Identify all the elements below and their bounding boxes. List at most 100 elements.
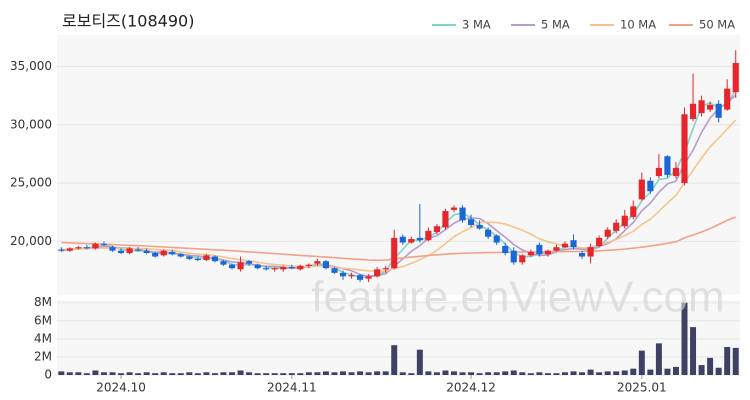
volume-bar bbox=[476, 373, 483, 375]
volume-bar bbox=[399, 372, 406, 375]
candle-body bbox=[211, 256, 219, 262]
volume-bar bbox=[109, 372, 116, 375]
candle-body bbox=[527, 251, 534, 256]
volume-bar bbox=[83, 373, 90, 375]
x-tick-label: 2024.12 bbox=[446, 381, 496, 395]
volume-bar bbox=[365, 372, 372, 375]
y-tick-label: 25,000 bbox=[10, 176, 52, 190]
candle-body bbox=[305, 264, 312, 266]
candle-body bbox=[425, 230, 432, 241]
volume-bar bbox=[510, 370, 517, 375]
candle-body bbox=[724, 88, 731, 110]
candle-body bbox=[493, 235, 500, 243]
candle-body bbox=[707, 104, 714, 110]
volume-bar bbox=[536, 372, 543, 375]
volume-bar bbox=[672, 366, 679, 375]
candle-body bbox=[442, 211, 449, 228]
volume-bar bbox=[724, 346, 731, 375]
candle-body bbox=[467, 219, 475, 226]
volume-bar bbox=[66, 372, 73, 375]
volume-tick-label: 2M bbox=[34, 349, 52, 363]
volume-bar bbox=[690, 327, 697, 375]
volume-bar bbox=[203, 372, 210, 375]
candle-body bbox=[339, 272, 347, 277]
volume-bar bbox=[647, 369, 654, 375]
candle-body bbox=[237, 262, 244, 270]
volume-bar bbox=[263, 373, 270, 375]
candle-body bbox=[135, 249, 142, 251]
volume-bar bbox=[237, 370, 244, 375]
volume-bar bbox=[297, 373, 304, 375]
candle-body bbox=[450, 207, 458, 210]
volume-bar bbox=[587, 369, 594, 375]
candle-body bbox=[715, 103, 722, 118]
volume-bar bbox=[348, 372, 355, 375]
volume-bar bbox=[715, 367, 722, 375]
candle-body bbox=[476, 225, 483, 229]
x-tick-label: 2024.11 bbox=[267, 381, 317, 395]
x-tick-label: 2024.10 bbox=[96, 381, 146, 395]
volume-bar bbox=[288, 373, 295, 375]
volume-bar bbox=[416, 349, 423, 375]
volume-bar bbox=[194, 373, 201, 375]
y-tick-label: 35,000 bbox=[10, 59, 52, 73]
volume-bar bbox=[408, 373, 415, 375]
volume-bar bbox=[732, 347, 739, 375]
volume-bar bbox=[425, 371, 432, 375]
y-tick-label: 20,000 bbox=[10, 234, 52, 248]
volume-bar bbox=[391, 345, 398, 375]
candle-body bbox=[681, 114, 688, 184]
volume-bar bbox=[544, 373, 551, 375]
chart-title: 로보티즈(108490) bbox=[62, 12, 194, 31]
candle-body bbox=[578, 253, 586, 257]
candle-body bbox=[596, 237, 603, 247]
legend-label: 50 MA bbox=[699, 18, 735, 32]
candle-body bbox=[246, 261, 253, 264]
volume-bar bbox=[314, 372, 321, 375]
candle-body bbox=[502, 246, 509, 254]
candle-body bbox=[382, 268, 389, 270]
y-tick-label: 30,000 bbox=[10, 117, 52, 131]
candle-body bbox=[357, 275, 364, 280]
volume-bar bbox=[451, 371, 457, 375]
candle-body bbox=[75, 247, 82, 249]
legend-label: 10 MA bbox=[620, 18, 656, 32]
candle-body bbox=[433, 226, 440, 233]
volume-bar bbox=[433, 372, 440, 375]
candle-body bbox=[83, 247, 90, 249]
marks bbox=[58, 50, 739, 375]
volume-bar bbox=[100, 372, 107, 375]
candle-body bbox=[485, 229, 492, 237]
volume-bar bbox=[604, 371, 611, 375]
volume-bar bbox=[374, 371, 381, 375]
volume-bar bbox=[169, 373, 176, 375]
legend-label: 5 MA bbox=[541, 18, 570, 32]
candle-body bbox=[297, 265, 304, 270]
candle-body bbox=[698, 100, 705, 114]
volume-bar bbox=[527, 373, 534, 375]
candle-body bbox=[288, 267, 295, 269]
candle-body bbox=[408, 239, 415, 243]
volume-bar bbox=[459, 372, 466, 375]
candle-body bbox=[519, 255, 526, 263]
candle-body bbox=[416, 237, 423, 241]
candle-body bbox=[664, 156, 671, 175]
volume-bar bbox=[75, 372, 82, 375]
candle-body bbox=[160, 250, 167, 256]
ma-line bbox=[61, 216, 737, 262]
volume-bar bbox=[613, 371, 620, 375]
volume-bar bbox=[229, 372, 236, 375]
volume-bar bbox=[340, 371, 346, 375]
volume-bar bbox=[126, 372, 133, 375]
volume-bar bbox=[322, 371, 329, 375]
candle-body bbox=[561, 243, 569, 248]
volume-bar bbox=[570, 371, 577, 375]
volume-bar bbox=[442, 370, 449, 375]
watermark: feature.enViewV.com bbox=[311, 273, 724, 322]
volume-bar bbox=[177, 373, 184, 375]
volume-bar bbox=[160, 372, 167, 375]
candle-body bbox=[271, 268, 278, 270]
candle-body bbox=[322, 261, 330, 269]
volume-bar bbox=[246, 372, 253, 375]
candle-body bbox=[732, 62, 739, 93]
